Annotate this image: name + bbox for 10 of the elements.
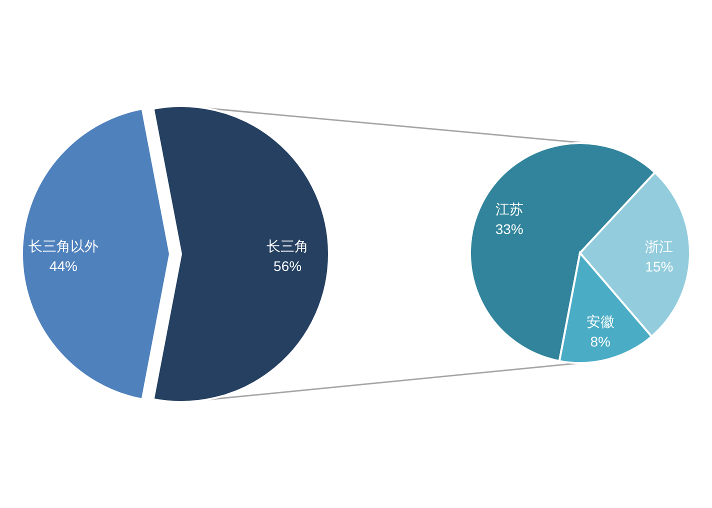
data-label: 8% xyxy=(590,334,610,350)
data-label: 15% xyxy=(645,258,674,275)
data-label: 56% xyxy=(274,258,302,274)
data-label: 44% xyxy=(49,258,78,274)
data-label: 33% xyxy=(495,221,524,238)
slice-label: 浙江 xyxy=(645,238,674,255)
slice-label: 安徽 xyxy=(586,314,614,330)
slice-label: 长三角以外 xyxy=(28,238,98,254)
slice-label: 江苏 xyxy=(495,201,524,218)
slice-label: 长三角 xyxy=(266,238,309,254)
